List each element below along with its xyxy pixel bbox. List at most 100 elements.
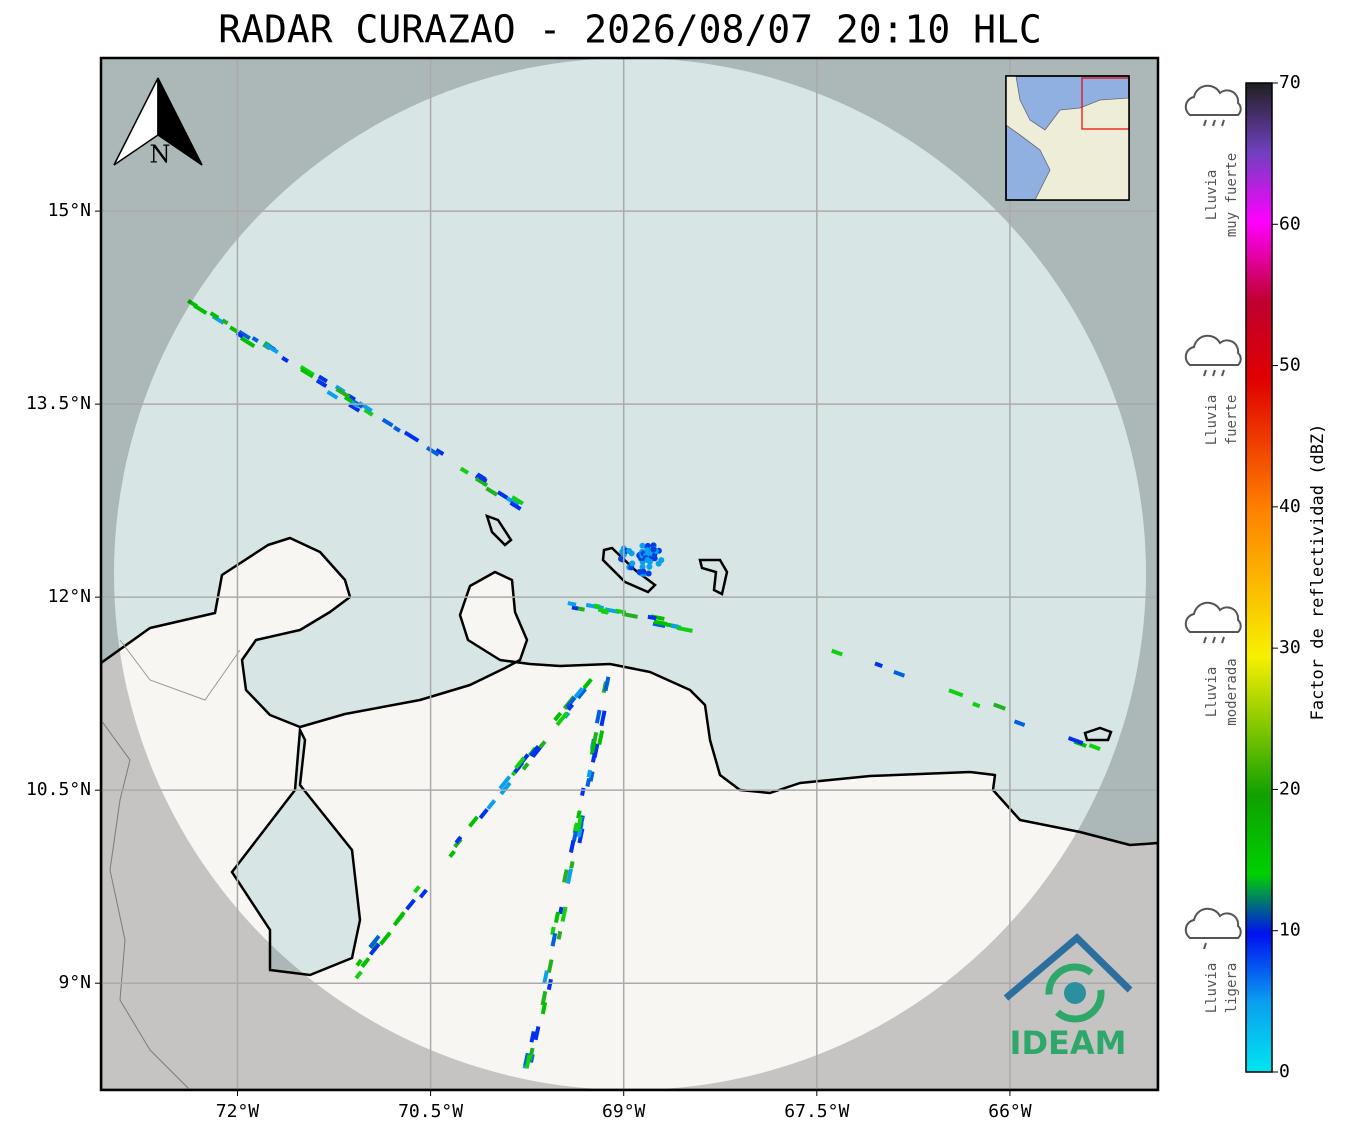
logo-text: IDEAM [1010,1024,1127,1062]
echo [585,778,592,787]
echo [538,740,547,750]
echo [603,676,611,692]
echo [573,686,584,699]
echo [529,744,540,757]
echo [593,603,601,609]
echo [521,762,530,771]
echo [582,677,593,690]
echo [474,476,489,488]
legend-label: moderada [1224,658,1240,725]
echo [1013,719,1026,727]
colorbar [1245,82,1273,1073]
map-area: N IDEAM [101,58,1158,1090]
echo [550,932,558,947]
x-tick-label: 66°W [988,1101,1032,1122]
echo [556,930,563,940]
echo [496,490,509,500]
echo [335,387,351,399]
colorbar-tick-label: 60 [1279,213,1301,234]
echo [425,445,440,457]
island-bonaire [698,558,729,596]
island-aruba [485,513,513,547]
echo [646,563,653,570]
echo [540,1001,548,1015]
echo [1067,736,1084,746]
echo [348,402,361,413]
colorbar-tick-label: 10 [1279,920,1301,941]
legend-drop [1212,369,1216,377]
echo [354,970,363,980]
echo [485,486,498,497]
colorbar-tick-label: 40 [1279,496,1301,517]
echo [368,942,381,956]
echo [221,318,229,326]
y-tick-label: 10.5°N [26,779,91,800]
echo [599,710,607,727]
island-small [1083,726,1113,742]
inset-map [1005,75,1130,201]
echo [540,990,548,1006]
inset-land [1005,75,1130,201]
echo [560,906,568,922]
echo [546,978,553,991]
echo [392,913,405,927]
echo [553,911,561,924]
echo [511,495,525,506]
logo-core [1064,982,1086,1004]
echo [251,336,259,343]
legend-icon [1184,334,1242,366]
echo [644,556,651,563]
border-line [101,639,241,1090]
north-label: N [150,141,171,169]
echo [586,769,593,778]
legend-label: muy fuerte [1224,153,1240,237]
echo [972,701,981,709]
echo [622,611,638,619]
y-tick-label: 9°N [58,972,91,993]
echo [676,625,693,633]
colorbar-tick-label: 50 [1279,355,1301,376]
echo [629,560,636,567]
echo [403,430,420,443]
echo [317,374,328,384]
land [101,536,1158,1090]
lake-maracaibo [230,725,362,977]
echo [360,957,371,968]
logo: IDEAM [1003,933,1133,1062]
echo [381,417,394,428]
echo [499,781,512,796]
echo [239,336,256,348]
legend-drop [1221,369,1225,377]
echo [379,931,392,946]
echo [550,926,556,936]
echo [1088,743,1101,751]
colorbar-tick-label: 70 [1279,72,1301,93]
echo [571,605,579,611]
echo [590,752,597,763]
echo [533,1026,541,1041]
legend-drop [1221,119,1225,127]
echo [478,475,488,483]
echo [229,325,239,334]
legend-drop [1212,636,1216,644]
grid [101,58,1158,1090]
echo [565,696,577,709]
colorbar-label: Factor de reflectividad (dBZ) [1308,424,1328,721]
echo [576,687,587,700]
echo [478,808,489,820]
echo [645,570,652,577]
echo [238,329,251,340]
echo [626,547,633,554]
legend-drop [1203,119,1207,127]
echo [209,311,220,320]
echo [562,869,569,883]
echo [413,885,421,894]
echo [300,367,314,379]
x-tick-label: 69°W [602,1101,646,1122]
echo [418,888,428,899]
echo [459,466,470,475]
legend-label: Lluvia [1204,170,1220,221]
echo [575,816,583,832]
echo [529,1030,536,1043]
